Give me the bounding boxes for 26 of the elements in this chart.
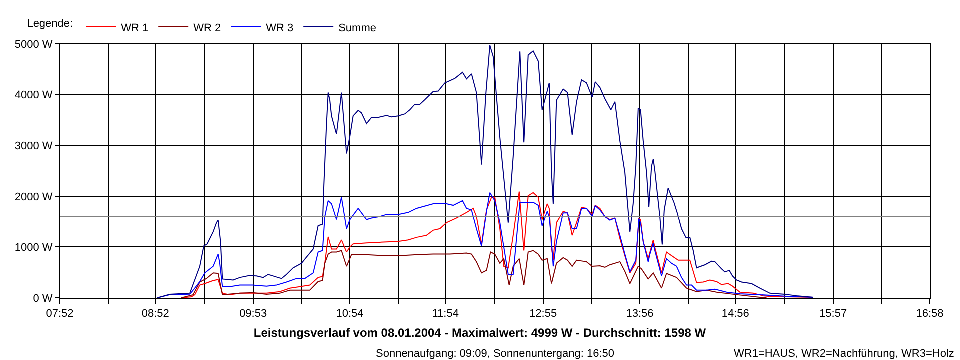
- y-tick-label: 5000 W: [14, 38, 54, 51]
- y-tick-label: 3000 W: [14, 140, 54, 152]
- text: WR1=HAUS, WR2=Nachführung, WR3=Holz: [734, 348, 954, 360]
- text: Leistungsverlauf vom 08.01.2004 - Maximalwert: 4999 W - Durchschnitt: 1598 W: [254, 326, 707, 340]
- line-series: [181, 250, 768, 298]
- y-tick-label: 0 W: [33, 292, 54, 305]
- y-tick-label: 4000 W: [14, 90, 54, 102]
- x-tick-label: 10:54: [336, 308, 364, 320]
- legend-label: Summe: [338, 22, 376, 34]
- text: Sonnenaufgang: 09:09, Sonnenuntergang: 16:50: [376, 348, 615, 360]
- x-tick-label: 12:55: [530, 308, 558, 320]
- legend-label: WR 3: [266, 22, 294, 34]
- y-tick-label: 1000 W: [14, 242, 54, 254]
- x-tick-label: 11:54: [432, 308, 459, 320]
- x-tick-label: 13:56: [626, 308, 654, 320]
- x-tick-label: 08:52: [142, 308, 170, 320]
- legend-label: WR 1: [121, 22, 149, 34]
- line-series: [157, 45, 814, 298]
- x-tick-label: 14:56: [722, 308, 750, 320]
- legend-label: WR 2: [194, 22, 222, 34]
- x-tick-label: 07:52: [46, 308, 74, 320]
- legend-title: Legende:: [27, 18, 74, 30]
- x-tick-label: 16:58: [916, 308, 944, 320]
- x-tick-label: 09:53: [240, 308, 268, 320]
- y-tick-label: 2000 W: [14, 191, 54, 204]
- x-tick-label: 15:57: [820, 308, 848, 320]
